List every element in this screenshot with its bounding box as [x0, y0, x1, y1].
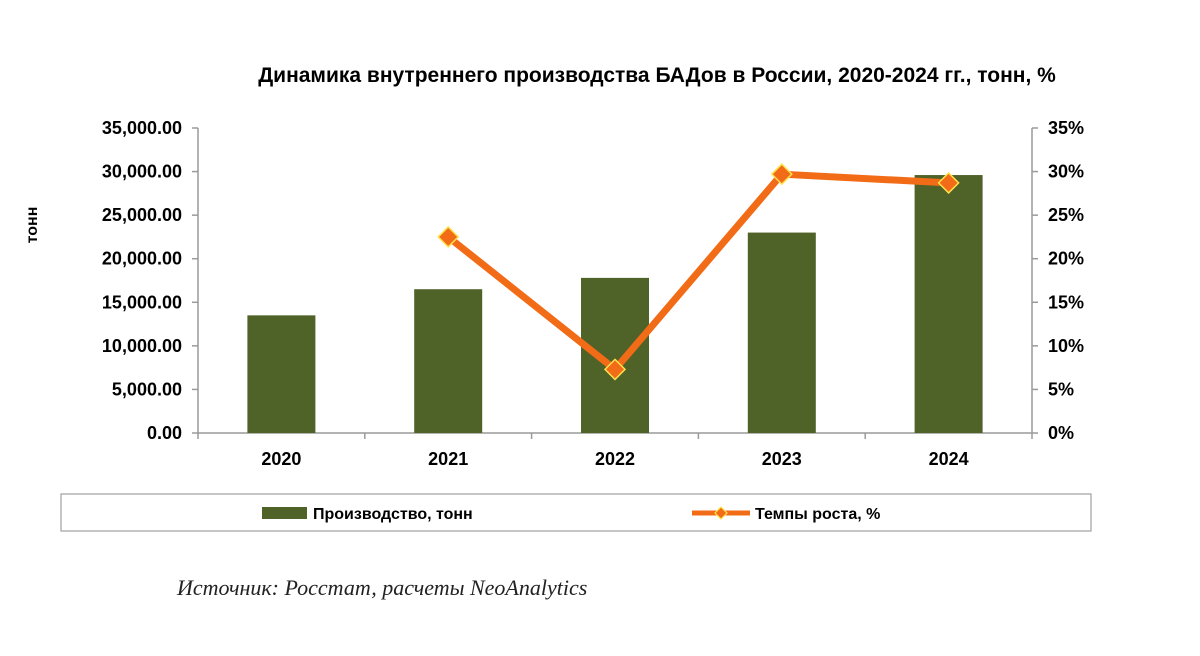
right-tick-label: 25% — [1048, 205, 1084, 225]
legend-line-label: Темпы роста, % — [755, 506, 880, 523]
x-tick-label: 2020 — [261, 449, 301, 469]
growth-point-2021 — [437, 225, 460, 248]
x-tick-label: 2021 — [428, 449, 468, 469]
bar-2021 — [414, 289, 483, 433]
right-tick-label: 20% — [1048, 249, 1084, 269]
bar-2024 — [914, 175, 983, 434]
x-axis-ticks: 2020 2021 2022 2023 2024 — [197, 433, 1033, 469]
growth-point-2024 — [937, 171, 960, 194]
chart-title: Динамика внутреннего производства БАДов … — [258, 64, 1056, 87]
growth-point-2022 — [603, 358, 627, 381]
left-tick-label: 15,000.00 — [102, 292, 182, 312]
left-axis-ticks: 0.00 5,000.00 10,000.00 15,000.00 20,000.00 2… — [102, 118, 198, 443]
left-tick-label: 0.00 — [147, 423, 182, 443]
right-tick-label: 5% — [1048, 379, 1074, 399]
right-tick-label: 0% — [1048, 423, 1074, 443]
legend: Производство, тонн Темпы роста, % — [60, 493, 1092, 532]
growth-point-2023 — [770, 163, 793, 186]
bar-series — [247, 175, 983, 434]
right-axis-ticks: 0% 5% 10% 15% 20% 25% 30% 35% — [1032, 118, 1084, 443]
right-tick-label: 10% — [1048, 336, 1084, 356]
left-tick-label: 35,000.00 — [102, 118, 182, 138]
right-tick-label: 30% — [1048, 162, 1084, 182]
left-tick-label: 30,000.00 — [102, 162, 182, 182]
x-tick-label: 2022 — [595, 449, 635, 469]
left-tick-label: 5,000.00 — [112, 379, 182, 399]
left-tick-label: 20,000.00 — [102, 249, 182, 269]
legend-bar-label: Производство, тонн — [313, 506, 473, 523]
source-note: Источник: Росстат, расчеты NeoAnalytics — [176, 575, 587, 600]
bar-2020 — [247, 315, 316, 433]
bar-2023 — [747, 232, 816, 433]
legend-frame — [60, 493, 1092, 532]
right-tick-label: 15% — [1048, 292, 1084, 312]
left-tick-label: 10,000.00 — [102, 336, 182, 356]
left-tick-label: 25,000.00 — [102, 205, 182, 225]
y-axis-label: тонн — [24, 207, 41, 244]
growth-line — [446, 170, 949, 373]
bar-2022 — [581, 277, 649, 433]
legend-bar-swatch — [262, 507, 307, 519]
x-tick-label: 2023 — [762, 449, 802, 469]
right-tick-label: 35% — [1048, 118, 1084, 138]
x-tick-label: 2024 — [929, 449, 969, 469]
growth-line-series — [437, 163, 960, 381]
legend-line-marker — [714, 506, 728, 520]
